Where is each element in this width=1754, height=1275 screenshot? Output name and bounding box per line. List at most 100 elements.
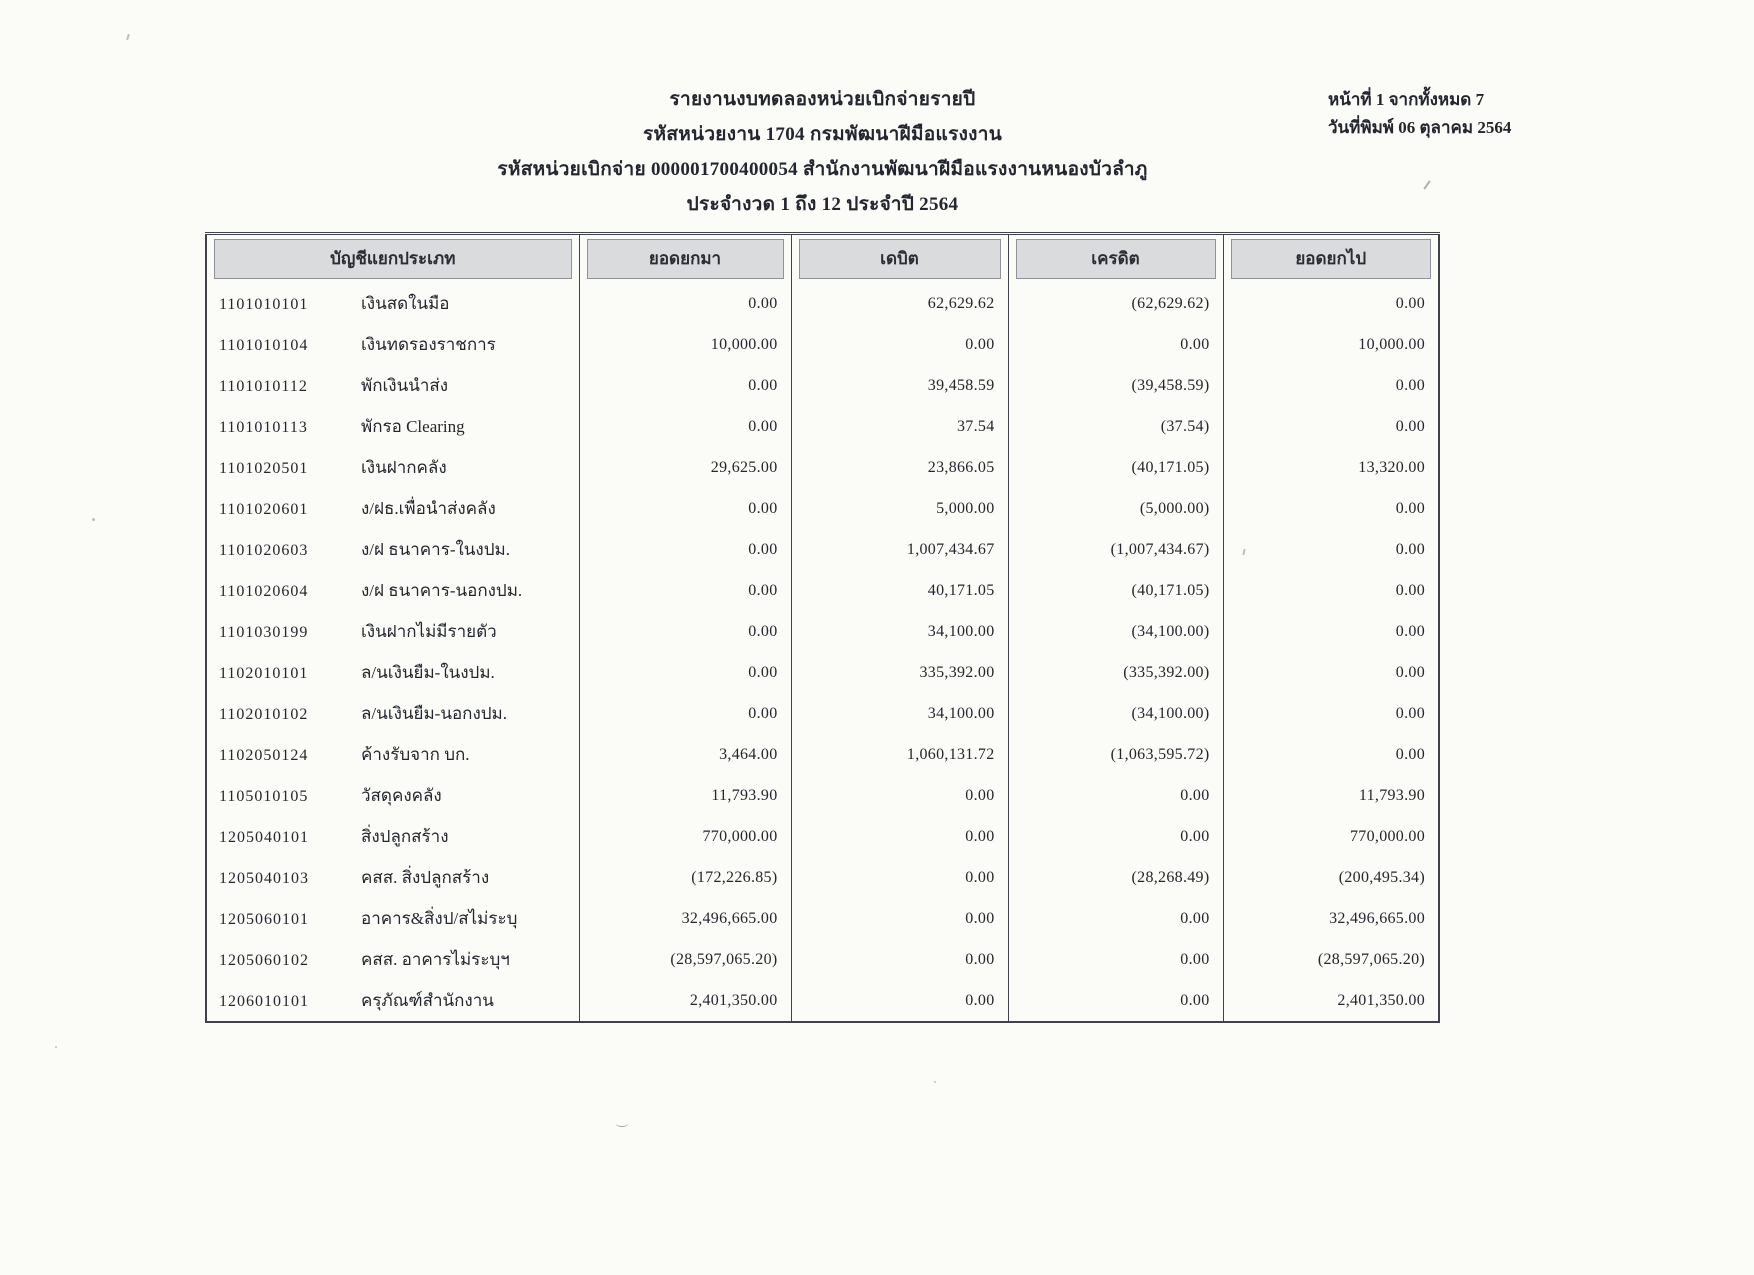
debit-amount: 0.00 (790, 857, 1008, 898)
debit-amount: 39,458.59 (790, 365, 1008, 406)
credit-amount: 0.00 (1007, 816, 1223, 857)
account-code: 1101020501 (219, 460, 309, 477)
account-name: สิ่งปลูกสร้าง (361, 827, 449, 846)
scan-artifact (92, 518, 95, 521)
credit-amount: (1,007,434.67) (1007, 529, 1223, 570)
brought-forward-amount: 0.00 (578, 406, 791, 447)
column-header-debit: เดบิต (798, 239, 1001, 279)
account-name: พักเงินนำส่ง (361, 376, 449, 395)
table-row: 1101020501 เงินฝากคลัง 29,625.00 23,866.… (206, 447, 1439, 488)
table-row: 1101020601 ง/ฝธ.เพื่อนำส่งคลัง 0.00 5,00… (206, 488, 1439, 529)
carried-forward-amount: (200,495.34) (1222, 857, 1439, 898)
brought-forward-amount: (172,226.85) (578, 857, 791, 898)
account-code: 1205040101 (219, 829, 309, 846)
account-code: 1105010105 (219, 788, 309, 805)
period-line: ประจำงวด 1 ถึง 12 ประจำปี 2564 (686, 194, 959, 215)
account-code: 1101020604 (219, 583, 309, 600)
account-code: 1101020603 (219, 542, 309, 559)
credit-amount: 0.00 (1007, 324, 1223, 365)
account-name: ล/นเงินยืม-ในงปม. (361, 663, 495, 682)
account-name: ล/นเงินยืม-นอกงปม. (361, 704, 507, 723)
table-row: 1205060101 อาคาร&สิ่งป/สไม่ระบุ 32,496,6… (206, 898, 1439, 939)
brought-forward-amount: 770,000.00 (578, 816, 791, 857)
agency-code-line: รหัสหน่วยงาน 1704 กรมพัฒนาฝีมือแรงงาน (643, 124, 1002, 145)
credit-amount: (34,100.00) (1007, 693, 1223, 734)
carried-forward-amount: 0.00 (1222, 734, 1439, 775)
credit-amount: 0.00 (1007, 775, 1223, 816)
debit-amount: 23,866.05 (790, 447, 1008, 488)
carried-forward-amount: 0.00 (1222, 611, 1439, 652)
debit-amount: 0.00 (790, 816, 1008, 857)
debit-amount: 5,000.00 (790, 488, 1008, 529)
table-row: 1101020604 ง/ฝ ธนาคาร-นอกงปม. 0.00 40,17… (206, 570, 1439, 611)
brought-forward-amount: (28,597,065.20) (578, 939, 791, 980)
account-code: 1101030199 (219, 624, 309, 641)
scan-artifact (616, 1121, 628, 1127)
brought-forward-amount: 0.00 (578, 611, 791, 652)
debit-amount: 0.00 (790, 324, 1008, 365)
account-name: เงินทดรองราชการ (361, 335, 496, 354)
carried-forward-amount: 0.00 (1222, 693, 1439, 734)
credit-amount: (28,268.49) (1007, 857, 1223, 898)
carried-forward-amount: 0.00 (1222, 283, 1439, 324)
account-code: 1101010113 (219, 419, 308, 436)
carried-forward-amount: 13,320.00 (1222, 447, 1439, 488)
account-name: ง/ฝธ.เพื่อนำส่งคลัง (361, 499, 496, 518)
account-name: เงินสดในมือ (361, 294, 450, 313)
table-row: 1101010112 พักเงินนำส่ง 0.00 39,458.59 (… (206, 365, 1439, 406)
scan-artifact (55, 1046, 57, 1048)
debit-amount: 37.54 (790, 406, 1008, 447)
table-row: 1205060102 คสส. อาคารไม่ระบุฯ (28,597,06… (206, 939, 1439, 980)
credit-amount: (40,171.05) (1007, 570, 1223, 611)
debit-amount: 0.00 (790, 775, 1008, 816)
account-code: 1206010101 (219, 993, 309, 1010)
brought-forward-amount: 0.00 (578, 365, 791, 406)
account-code: 1205060101 (219, 911, 309, 928)
carried-forward-amount: 10,000.00 (1222, 324, 1439, 365)
print-date-line: วันที่พิมพ์ 06 ตุลาคม 2564 (1328, 118, 1512, 137)
debit-amount: 40,171.05 (790, 570, 1008, 611)
credit-amount: (34,100.00) (1007, 611, 1223, 652)
debit-amount: 34,100.00 (790, 693, 1008, 734)
account-name: เงินฝากไม่มีรายตัว (361, 622, 497, 641)
disbursement-unit-line: รหัสหน่วยเบิกจ่าย 000001700400054 สำนักง… (497, 159, 1148, 180)
debit-amount: 1,007,434.67 (790, 529, 1008, 570)
table-row: 1101010113 พักรอ Clearing 0.00 37.54 (37… (206, 406, 1439, 447)
account-code: 1102050124 (219, 747, 309, 764)
table-row: 1102050124 ค้างรับจาก บก. 3,464.00 1,060… (206, 734, 1439, 775)
column-header-credit: เครดิต (1015, 239, 1216, 279)
brought-forward-amount: 0.00 (578, 652, 791, 693)
debit-amount: 0.00 (790, 898, 1008, 939)
credit-amount: (40,171.05) (1007, 447, 1223, 488)
report-title: รายงานงบทดลองหน่วยเบิกจ่ายรายปี (669, 89, 976, 110)
table-row: 1205040101 สิ่งปลูกสร้าง 770,000.00 0.00… (206, 816, 1439, 857)
carried-forward-amount: 0.00 (1222, 365, 1439, 406)
account-code: 1101010112 (219, 378, 308, 395)
carried-forward-amount: 0.00 (1222, 652, 1439, 693)
column-header-account: บัญชีแยกประเภท (214, 239, 572, 279)
table-body: 1101010101 เงินสดในมือ 0.00 62,629.62 (6… (206, 283, 1439, 1022)
brought-forward-amount: 0.00 (578, 570, 791, 611)
account-code: 1205040103 (219, 870, 309, 887)
account-name: ง/ฝ ธนาคาร-ในงปม. (361, 540, 510, 559)
debit-amount: 0.00 (790, 980, 1008, 1022)
page-info: หน้าที่ 1 จากทั้งหมด 7 วันที่พิมพ์ 06 ตุ… (1328, 86, 1628, 142)
table-row: 1101010104 เงินทดรองราชการ 10,000.00 0.0… (206, 324, 1439, 365)
trial-balance-table: บัญชีแยกประเภท ยอดยกมา เดบิต เครดิต ยอดย… (205, 232, 1440, 1023)
table-row: 1102010102 ล/นเงินยืม-นอกงปม. 0.00 34,10… (206, 693, 1439, 734)
brought-forward-amount: 0.00 (578, 529, 791, 570)
table-row: 1101020603 ง/ฝ ธนาคาร-ในงปม. 0.00 1,007,… (206, 529, 1439, 570)
account-name: วัสดุคงคลัง (361, 786, 442, 805)
account-name: ครุภัณฑ์สำนักงาน (361, 991, 494, 1010)
carried-forward-amount: 0.00 (1222, 406, 1439, 447)
page-number-line: หน้าที่ 1 จากทั้งหมด 7 (1328, 90, 1485, 109)
brought-forward-amount: 11,793.90 (578, 775, 791, 816)
account-code: 1102010102 (219, 706, 309, 723)
credit-amount: (5,000.00) (1007, 488, 1223, 529)
debit-amount: 335,392.00 (790, 652, 1008, 693)
account-code: 1102010101 (219, 665, 309, 682)
account-name: อาคาร&สิ่งป/สไม่ระบุ (361, 909, 518, 928)
brought-forward-amount: 0.00 (578, 693, 791, 734)
account-code: 1101010104 (219, 337, 309, 354)
